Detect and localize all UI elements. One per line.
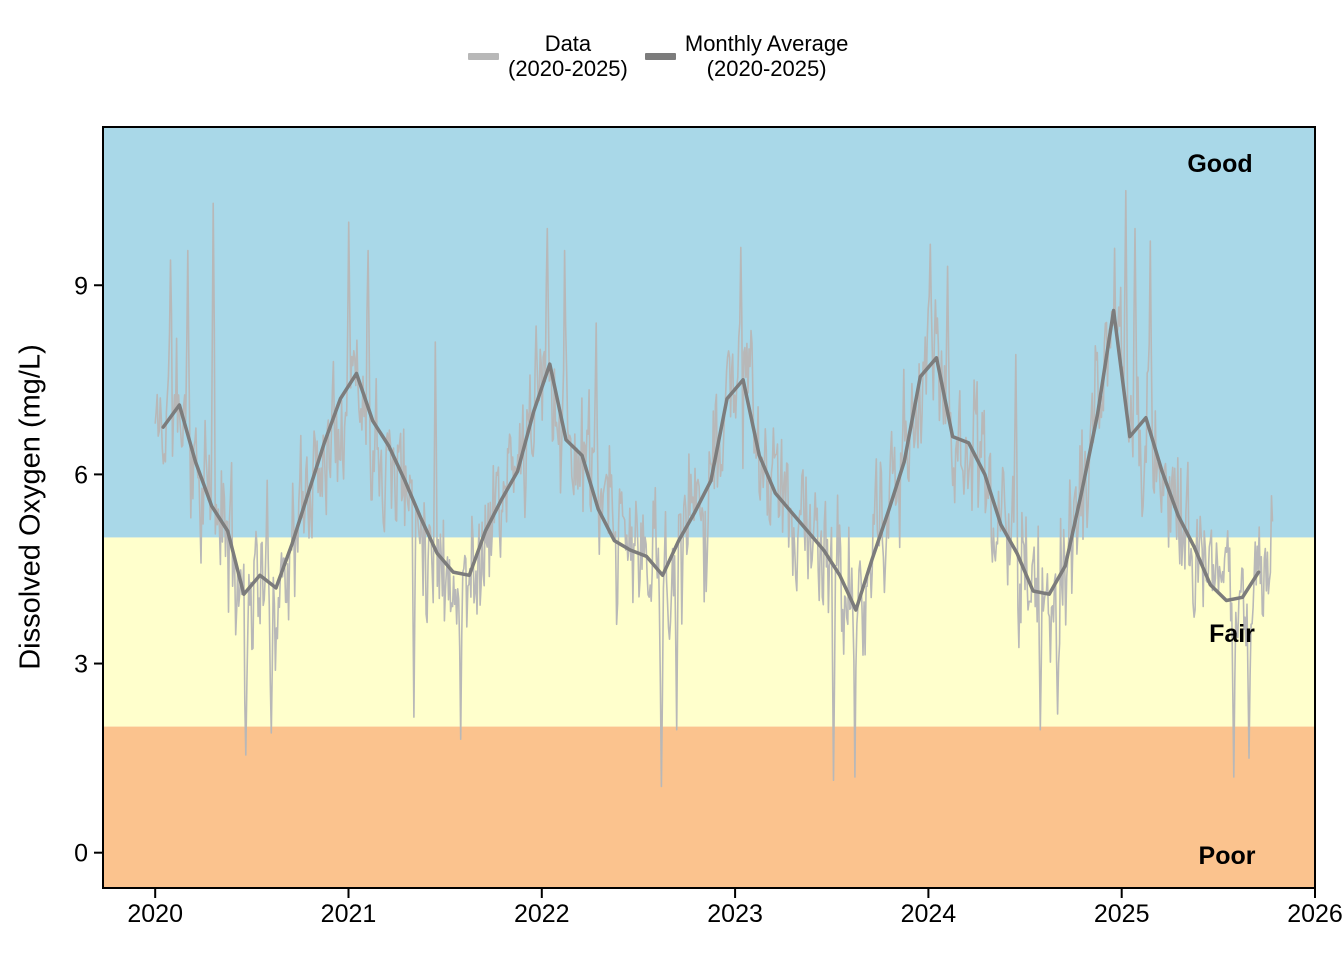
legend-label-data-line2: (2020-2025) bbox=[508, 56, 628, 81]
legend: Data (2020-2025) Monthly Average (2020-2… bbox=[468, 31, 848, 81]
legend-key-monthly-average-line bbox=[644, 52, 676, 60]
legend-label-monthly-average: Monthly Average (2020-2025) bbox=[685, 31, 848, 81]
legend-label-monthly-average-line1: Monthly Average bbox=[684, 31, 849, 56]
legend-entry-data: Data (2020-2025) bbox=[468, 31, 628, 81]
legend-label-monthly-average-line2: (2020-2025) bbox=[706, 56, 827, 81]
x-tick-label-2021: 2021 bbox=[321, 900, 377, 928]
plot-border bbox=[102, 126, 1316, 889]
x-tick-label-2025: 2025 bbox=[1094, 900, 1150, 928]
x-tick-label-2022: 2022 bbox=[514, 900, 570, 928]
x-tick-label-2020: 2020 bbox=[127, 900, 183, 928]
raw-data-line bbox=[154, 189, 1274, 788]
zone-label-poor: Poor bbox=[1199, 842, 1256, 870]
legend-label-data: Data (2020-2025) bbox=[508, 31, 628, 81]
x-tick-label-2023: 2023 bbox=[707, 900, 763, 928]
y-tick-label-6: 6 bbox=[74, 461, 88, 489]
zone-label-fair: Fair bbox=[1209, 620, 1255, 648]
x-tick-label-2026: 2026 bbox=[1287, 900, 1343, 928]
x-tick-label-2024: 2024 bbox=[901, 900, 957, 928]
monthly-average-line bbox=[161, 308, 1261, 612]
legend-key-data-line bbox=[468, 52, 499, 60]
y-tick-label-0: 0 bbox=[74, 840, 88, 868]
legend-label-data-line1: Data bbox=[544, 31, 592, 56]
zone-band-poor bbox=[103, 726, 1315, 888]
legend-entry-monthly-average: Monthly Average (2020-2025) bbox=[644, 31, 848, 81]
y-tick-label-9: 9 bbox=[74, 272, 88, 300]
y-tick-label-3: 3 bbox=[74, 651, 88, 679]
zone-label-good: Good bbox=[1187, 150, 1252, 178]
zone-band-fair bbox=[103, 537, 1315, 727]
y-axis-title: Dissolved Oxygen (mg/L) bbox=[14, 344, 47, 670]
